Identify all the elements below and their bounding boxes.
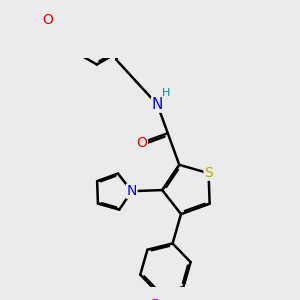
Text: O: O xyxy=(42,13,53,27)
Text: F: F xyxy=(151,298,159,300)
Text: O: O xyxy=(136,136,147,150)
Text: S: S xyxy=(204,166,213,180)
Text: N: N xyxy=(152,97,163,112)
Text: H: H xyxy=(162,88,171,98)
Text: N: N xyxy=(127,184,137,198)
